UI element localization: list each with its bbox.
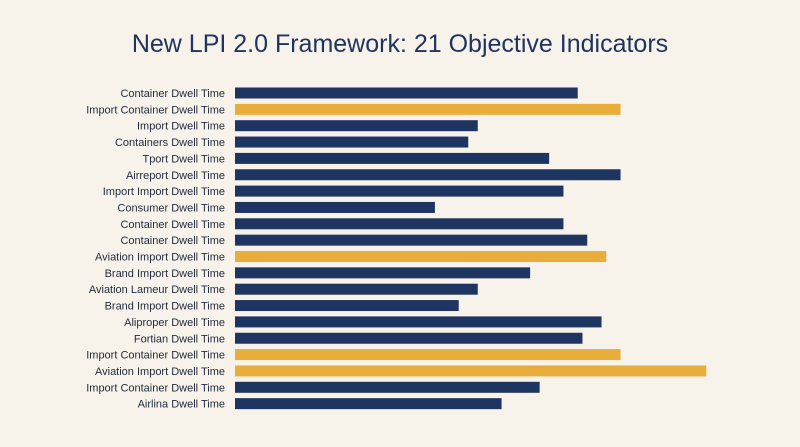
category-label: Fortian Dwell Time (134, 333, 225, 345)
bar (235, 185, 564, 197)
bar (235, 136, 469, 148)
category-label: Import Import Dwell Time (103, 186, 225, 198)
bar (235, 365, 707, 377)
bar (235, 103, 621, 115)
category-label: Aviation Lameur Dwell Time (89, 284, 225, 296)
category-label: Container Dwell Time (120, 88, 225, 100)
category-label: Brand Import Dwell Time (105, 268, 225, 280)
category-label: Consumer Dwell Time (117, 202, 225, 214)
category-label: Import Container Dwell Time (86, 382, 225, 394)
category-label: Container Dwell Time (120, 235, 225, 247)
category-label: Tport Dwell Time (142, 153, 225, 165)
bar (235, 251, 607, 262)
bar (235, 349, 621, 361)
category-label: Brand Import Dwell Time (105, 301, 225, 313)
bar (235, 201, 435, 213)
bar (235, 218, 564, 230)
category-label: Import Container Dwell Time (86, 350, 225, 362)
bar (235, 283, 478, 295)
bar (235, 87, 578, 99)
category-label: Containers Dwell Time (115, 137, 225, 149)
category-label: Aviation Import Dwell Time (95, 366, 225, 378)
category-label: Airlina Dwell Time (138, 399, 225, 411)
category-label: Container Dwell Time (120, 219, 225, 231)
category-label: Aliproper Dwell Time (124, 317, 225, 329)
bar (235, 332, 583, 344)
chart-title: New LPI 2.0 Framework: 21 Objective Indi… (131, 30, 669, 58)
category-label: Import Dwell Time (137, 121, 225, 133)
bar (235, 316, 602, 328)
bar (235, 267, 531, 279)
bar (235, 169, 621, 181)
bar (235, 152, 550, 164)
category-label: Airreport Dwell Time (126, 170, 225, 182)
bar (235, 398, 502, 410)
bar (235, 300, 459, 312)
bar (235, 381, 540, 393)
category-labels: Container Dwell Time Import Container Dwe… (86, 88, 225, 411)
category-label: Aviation Import Dwell Time (95, 252, 225, 264)
bar (235, 120, 478, 132)
bars (235, 87, 707, 410)
category-label: Import Container Dwell Time (86, 104, 225, 116)
bar (235, 234, 588, 246)
